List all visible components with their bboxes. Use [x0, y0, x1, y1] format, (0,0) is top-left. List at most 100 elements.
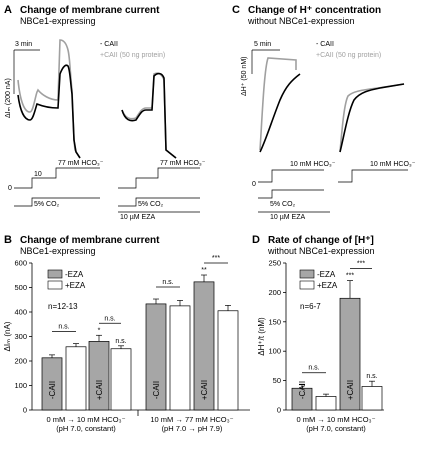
panel-d-subtitle: without NBCe1-expression — [267, 246, 375, 256]
y-tick-label: 300 — [14, 332, 27, 341]
panel-c-protocol-left-co2 — [258, 189, 324, 199]
panel-a-step-10: 10 — [34, 171, 42, 178]
y-tick-label: 0 — [23, 406, 27, 415]
y-tick-label: 0 — [277, 406, 281, 415]
panel-c-eza-label: 10 µM EZA — [270, 214, 305, 221]
group-label: 0 mM → 10 mM HCO₃⁻ — [46, 415, 125, 424]
panel-c-title: Change of H⁺ concentration — [248, 5, 381, 16]
panel-c-co2-label: 5% CO₂ — [270, 201, 296, 208]
panel-c-trace-right-caii-plus — [339, 83, 405, 153]
panel-a-hco3-label-left: 77 mM HCO₃⁻ — [58, 160, 104, 167]
bar — [217, 310, 239, 411]
bar-label: +CAII — [200, 380, 209, 400]
panel-c-scale-y-label: ΔH⁺ (50 nM) — [241, 57, 248, 97]
y-tick-label: 200 — [14, 357, 27, 366]
bar-label: -CAII — [298, 381, 307, 399]
bar-annotation: ** — [201, 267, 207, 274]
y-tick-label: 50 — [273, 376, 281, 385]
panel-a-legend-caii-minus: - CAII — [100, 41, 118, 48]
panel-a-title: Change of membrane current — [20, 5, 160, 16]
bar — [315, 396, 337, 411]
panel-a-step-0: 0 — [8, 185, 12, 192]
bar — [110, 348, 132, 411]
panel-a-protocol-right-hco3 — [118, 167, 200, 189]
panel-a-co2-label-left: 5% CO₂ — [34, 201, 60, 208]
panel-a-protocol-left-hco3 — [14, 167, 100, 189]
panel-c-hco3-label-left: 10 mM HCO₃⁻ — [290, 161, 336, 168]
legend-swatch — [47, 280, 63, 290]
panel-c-trace-right-caii-minus — [339, 83, 405, 153]
significance-label: *** — [212, 255, 220, 262]
y-tick-label: 500 — [14, 283, 27, 292]
bar-label: -CAII — [48, 381, 57, 399]
y-tick-label: 150 — [268, 317, 281, 326]
panel-a-co2-label-right: 5% CO₂ — [138, 201, 164, 208]
bar-label: -CAII — [152, 381, 161, 399]
bar-annotation: *** — [346, 273, 354, 280]
panel-b-title: Change of membrane current — [20, 235, 160, 246]
significance-label: *** — [357, 261, 365, 268]
y-tick-label: 100 — [268, 347, 281, 356]
y-tick-label: 250 — [268, 259, 281, 268]
panel-c-scale-time-label: 5 min — [254, 41, 271, 48]
panel-a-subtitle: NBCe1-expressing — [20, 16, 96, 26]
panel-c-legend-caii-minus: - CAII — [316, 41, 334, 48]
panel-c-legend-caii-plus: +CAII (50 ng protein) — [316, 52, 381, 59]
panel-c-protocol-right-hco3 — [338, 169, 408, 183]
bar — [169, 305, 191, 411]
n-label: n=12-13 — [48, 302, 78, 311]
bar-label: +CAII — [346, 380, 355, 400]
panel-a-trace-right-caii-minus — [121, 72, 177, 159]
significance-label: n.s. — [308, 365, 319, 372]
bar — [361, 386, 383, 411]
bar-annotation: n.s. — [366, 373, 377, 380]
group-label: 10 mM → 77 mM HCO₃⁻ — [150, 415, 233, 424]
panel-c-letter: C — [232, 4, 240, 16]
legend-swatch — [47, 269, 63, 279]
panel-a-trace-left-caii-plus — [17, 39, 81, 159]
legend-label: -EZA — [317, 270, 336, 279]
panel-a-protocol-right-co2 — [118, 197, 200, 207]
panel-d-chart: 0 50 100 150 200 250 ΔH⁺/t (nM) -CAII +CAII 0 mM … — [257, 259, 384, 433]
y-tick-label: 400 — [14, 308, 27, 317]
y-axis-label: ΔH⁺/t (nM) — [257, 317, 266, 356]
panel-a-scale-y-label: ΔIₘ (200 nA) — [5, 78, 12, 118]
legend-swatch — [299, 280, 315, 290]
panel-d-title: Rate of change of [H⁺] — [268, 235, 374, 246]
panel-a-legend-caii-plus: +CAII (50 ng protein) — [100, 52, 165, 59]
y-axis-label: ΔIₘ (nA) — [3, 321, 12, 351]
y-tick-label: 600 — [14, 259, 27, 268]
panel-c-protocol-left-hco3 — [258, 169, 324, 183]
panel-a-protocol-left-co2 — [14, 197, 100, 207]
legend-label: +EZA — [317, 281, 338, 290]
bar-annotation: n.s. — [115, 338, 126, 345]
significance-label: n.s. — [104, 315, 115, 322]
bar — [65, 346, 87, 411]
y-tick-label: 100 — [14, 381, 27, 390]
panel-a-trace-right-caii-plus — [121, 72, 177, 159]
legend-swatch — [299, 269, 315, 279]
panel-a-trace-left-caii-minus — [17, 64, 81, 159]
significance-label: n.s. — [162, 279, 173, 286]
panel-b-subtitle: NBCe1-expressing — [20, 246, 96, 256]
panel-c-trace-left-caii-plus — [259, 57, 297, 151]
group-sublabel: (pH 7.0 → pH 7.9) — [162, 424, 223, 433]
panel-c-trace-left-caii-minus — [259, 73, 301, 153]
panel-c-hco3-label-right: 10 mM HCO₃⁻ — [370, 161, 416, 168]
panel-b-letter: B — [4, 234, 12, 246]
group-label: 0 mM → 10 mM HCO₃⁻ — [296, 415, 375, 424]
n-label: n=6-7 — [300, 302, 321, 311]
panel-b-chart: 0 100 200 300 400 500 600 ΔIₘ (nA) -CAII +CAII -CA… — [3, 255, 250, 433]
significance-label: n.s. — [58, 324, 69, 331]
panel-a-eza-label: 10 µM EZA — [120, 214, 155, 221]
legend-label: -EZA — [65, 270, 84, 279]
panel-d-letter: D — [252, 234, 260, 246]
group-sublabel: (pH 7.0, constant) — [306, 424, 366, 433]
panel-c-step-0: 0 — [252, 181, 256, 188]
group-sublabel: (pH 7.0, constant) — [56, 424, 116, 433]
y-tick-label: 200 — [268, 288, 281, 297]
bar-annotation: * — [98, 327, 101, 334]
panel-a-hco3-label-right: 77 mM HCO₃⁻ — [160, 160, 206, 167]
panel-a-scale-time-label: 3 min — [15, 41, 32, 48]
